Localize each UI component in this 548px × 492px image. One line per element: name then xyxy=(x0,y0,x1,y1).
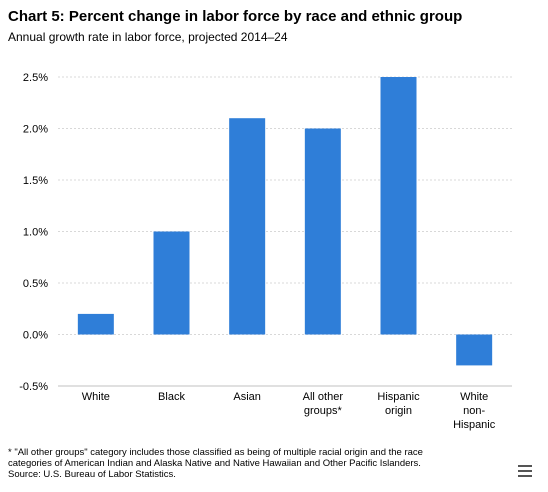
x-tick-label: Black xyxy=(158,391,185,403)
y-tick-label: 1.5% xyxy=(23,175,48,187)
bar-chart: -0.5% 0.0% 0.5% 1.0% 1.5% 2.0% 2.5% White Black A… xyxy=(19,72,512,431)
x-tick-label: White xyxy=(82,391,110,403)
x-tick-label: Asian xyxy=(233,391,261,403)
y-tick-label: 1.0% xyxy=(23,227,48,239)
y-tick-label: -0.5% xyxy=(19,381,48,393)
hamburger-menu-icon[interactable] xyxy=(518,465,532,477)
bar xyxy=(304,128,341,335)
y-tick-label: 0.0% xyxy=(23,330,48,342)
x-tick-label: Hispanic xyxy=(453,419,496,431)
x-tick-label: origin xyxy=(385,405,412,417)
x-tick-label: Hispanic xyxy=(377,391,420,403)
bar xyxy=(456,334,493,366)
y-tick-label: 0.5% xyxy=(23,278,48,290)
footnote-line-2: categories of American Indian and Alaska… xyxy=(8,458,421,469)
x-tick-label: White xyxy=(460,391,488,403)
footnote-line-1: * "All other groups" category includes t… xyxy=(8,447,423,458)
y-tick-label: 2.5% xyxy=(23,72,48,84)
source-note: Source: U.S. Bureau of Labor Statistics. xyxy=(8,469,176,480)
bar xyxy=(153,231,190,335)
y-tick-label: 2.0% xyxy=(23,124,48,136)
x-tick-label: groups* xyxy=(304,405,343,417)
x-tick-label: All other xyxy=(303,391,344,403)
bar xyxy=(229,118,266,335)
chart-title: Chart 5: Percent change in labor force b… xyxy=(8,8,463,25)
footnotes: * "All other groups" category includes t… xyxy=(8,447,508,480)
x-tick-label: non- xyxy=(463,405,485,417)
chart-subtitle: Annual growth rate in labor force, proje… xyxy=(8,30,288,44)
bar xyxy=(380,77,417,335)
bar xyxy=(77,313,114,335)
